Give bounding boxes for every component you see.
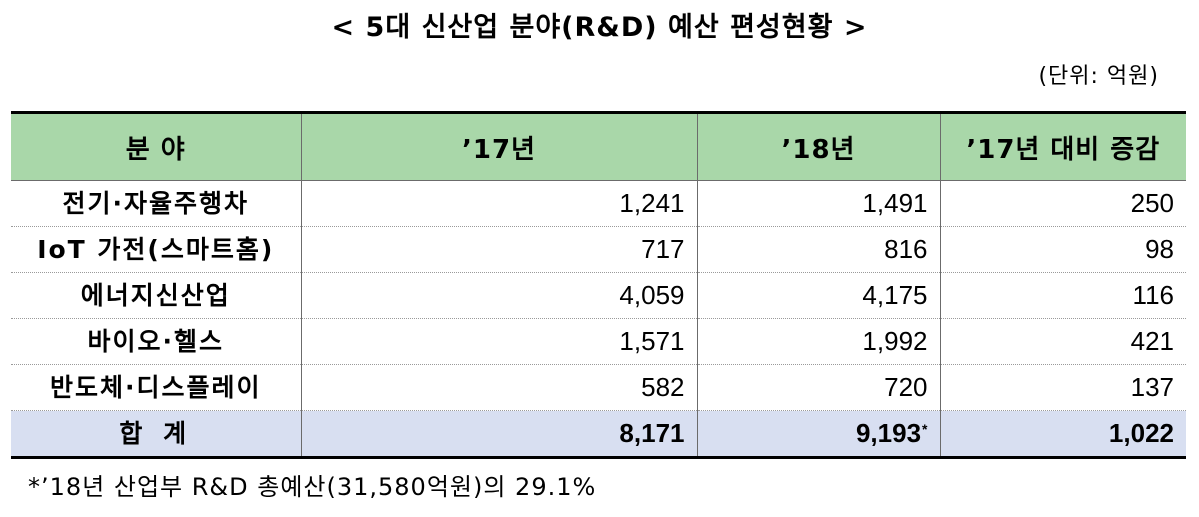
cell-2018: 1,491 (696, 180, 941, 227)
row-label: 에너지신산업 (11, 272, 302, 319)
footnote-marker: * (922, 421, 928, 437)
total-2017: 8,171 (300, 410, 698, 458)
cell-2017: 4,059 (300, 272, 698, 319)
cell-2018: 4,175 (696, 272, 941, 319)
total-label: 합 계 (11, 410, 302, 458)
cell-change: 421 (939, 318, 1186, 365)
row-label: 바이오·헬스 (11, 318, 302, 365)
table-row: IoT 가전(스마트홈) 717 816 98 (11, 226, 1186, 273)
budget-table: 분 야 ’17년 ’18년 ’17년 대비 증감 전기·자율주행차 1,241 … (11, 111, 1186, 459)
cell-change: 98 (939, 226, 1186, 273)
table-header-row: 분 야 ’17년 ’18년 ’17년 대비 증감 (11, 112, 1186, 181)
document-title: < 5대 신산업 분야(R&D) 예산 편성현황 > (331, 12, 868, 43)
total-row: 합 계 8,171 9,193* 1,022 (11, 410, 1186, 458)
total-2018: 9,193 (855, 418, 922, 448)
unit-note: (단위: 억원) (1038, 64, 1159, 89)
total-change: 1,022 (939, 410, 1186, 458)
table-row: 전기·자율주행차 1,241 1,491 250 (11, 180, 1186, 227)
cell-2017: 582 (300, 364, 698, 411)
row-label: 전기·자율주행차 (11, 180, 302, 227)
cell-2017: 717 (300, 226, 698, 273)
header-2018: ’18년 (696, 112, 941, 181)
header-2017: ’17년 (300, 112, 698, 181)
cell-2018: 720 (696, 364, 941, 411)
cell-2017: 1,571 (300, 318, 698, 365)
total-2018-cell: 9,193* (696, 410, 941, 458)
table-row: 에너지신산업 4,059 4,175 116 (11, 272, 1186, 319)
header-change: ’17년 대비 증감 (939, 112, 1186, 181)
table-row: 반도체·디스플레이 582 720 137 (11, 364, 1186, 411)
cell-2017: 1,241 (300, 180, 698, 227)
header-category: 분 야 (11, 112, 302, 181)
row-label: IoT 가전(스마트홈) (11, 226, 302, 273)
cell-2018: 1,992 (696, 318, 941, 365)
cell-change: 250 (939, 180, 1186, 227)
row-label: 반도체·디스플레이 (11, 364, 302, 411)
cell-change: 116 (939, 272, 1186, 319)
cell-change: 137 (939, 364, 1186, 411)
cell-2018: 816 (696, 226, 941, 273)
table-row: 바이오·헬스 1,571 1,992 421 (11, 318, 1186, 365)
footnote: *’18년 산업부 R&D 총예산(31,580억원)의 29.1% (28, 473, 597, 501)
